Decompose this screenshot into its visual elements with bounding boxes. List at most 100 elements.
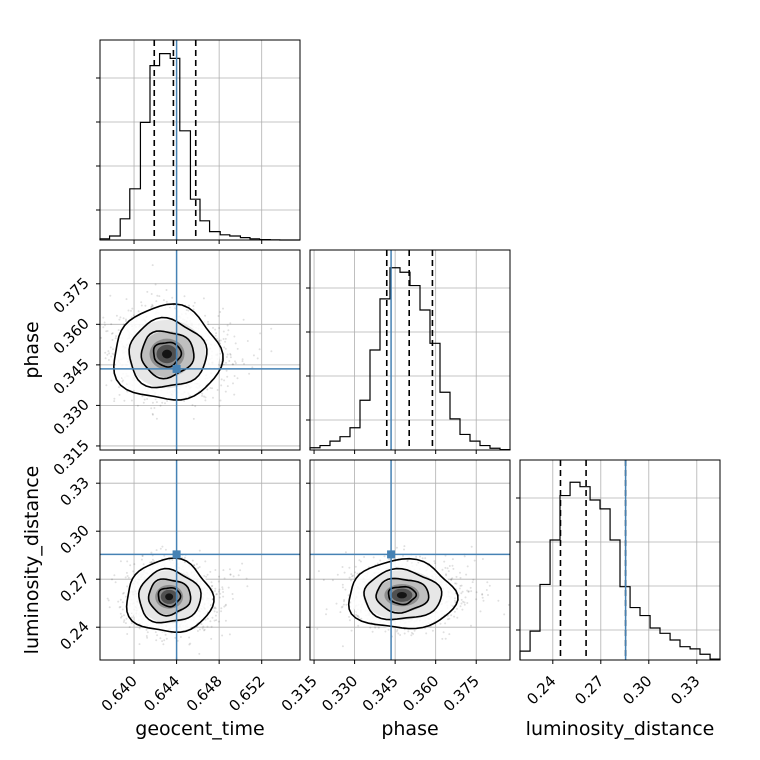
y-tick-label: 0.360 — [50, 314, 93, 357]
sample-point — [140, 301, 143, 304]
sample-point — [125, 298, 128, 301]
sample-point — [222, 338, 225, 340]
sample-point — [453, 597, 456, 600]
sample-point — [110, 355, 113, 358]
sample-point — [95, 372, 97, 374]
sample-point — [237, 574, 240, 577]
sample-point — [450, 614, 453, 617]
sample-point — [403, 545, 406, 548]
sample-point — [453, 599, 456, 602]
sample-point — [344, 588, 347, 591]
sample-point — [453, 615, 456, 618]
sample-point — [442, 631, 445, 634]
sample-point — [351, 575, 354, 578]
sample-point — [122, 592, 124, 595]
sample-point — [146, 398, 149, 400]
sample-point — [463, 601, 466, 604]
sample-point — [110, 323, 113, 326]
sample-point — [251, 366, 254, 369]
sample-point — [183, 561, 186, 564]
sample-point — [481, 593, 484, 595]
sample-point — [108, 352, 111, 355]
sample-point — [150, 551, 153, 554]
sample-point — [316, 627, 319, 630]
sample-point — [141, 554, 144, 557]
sample-point — [445, 574, 448, 577]
panel-hist-luminosity-distance — [516, 459, 721, 661]
sample-point — [155, 549, 158, 552]
x-tick-label: 0.640 — [98, 672, 141, 715]
sample-point — [340, 606, 343, 609]
sample-point — [198, 549, 201, 552]
sample-point — [219, 352, 222, 355]
contour-line — [387, 585, 418, 606]
sample-point — [222, 591, 225, 593]
sample-point — [445, 573, 447, 576]
truth-marker — [387, 550, 396, 559]
sample-point — [410, 631, 413, 634]
sample-point — [203, 629, 205, 632]
y-tick-label: 0.30 — [56, 521, 92, 557]
sample-point — [245, 577, 248, 580]
sample-point — [206, 625, 209, 628]
sample-point — [224, 347, 227, 350]
sample-point — [236, 347, 239, 350]
sample-point — [425, 632, 428, 635]
sample-point — [213, 619, 216, 622]
sample-point — [451, 577, 454, 580]
sample-point — [197, 567, 200, 569]
sample-point — [403, 548, 405, 551]
sample-point — [144, 304, 147, 307]
sample-point — [403, 632, 406, 635]
x-tick-label: 0.33 — [667, 672, 703, 708]
sample-point — [150, 407, 153, 410]
sample-point — [203, 575, 206, 577]
sample-point — [120, 615, 123, 618]
sample-point — [424, 557, 427, 560]
sample-point — [119, 605, 122, 608]
sample-point — [151, 304, 154, 307]
sample-point — [222, 330, 225, 333]
sample-point — [229, 356, 232, 359]
sample-point — [214, 590, 216, 592]
sample-point — [205, 575, 208, 578]
sample-point — [121, 608, 124, 611]
sample-point — [357, 624, 360, 627]
sample-point — [193, 301, 196, 304]
sample-point — [399, 634, 402, 636]
sample-point — [248, 372, 251, 375]
sample-point — [151, 413, 154, 416]
sample-point — [354, 565, 357, 568]
sample-point — [125, 320, 127, 323]
sample-point — [119, 560, 122, 563]
contour-line — [375, 577, 430, 614]
sample-point — [210, 637, 213, 640]
sample-point — [479, 610, 482, 613]
sample-point — [377, 626, 380, 629]
sample-point — [486, 581, 489, 584]
sample-point — [115, 314, 118, 317]
sample-point — [354, 571, 357, 574]
sample-point — [448, 565, 451, 567]
sample-point — [221, 588, 224, 591]
sample-point — [111, 578, 113, 581]
axes-frame — [519, 459, 721, 661]
sample-point — [100, 336, 103, 339]
sample-point — [150, 293, 153, 295]
sample-point — [218, 405, 221, 408]
sample-point — [142, 401, 145, 404]
sample-point — [444, 622, 447, 625]
axes-frame — [309, 459, 511, 661]
x-axis-label-luminosity-distance: luminosity_distance — [526, 718, 715, 740]
sample-point — [471, 581, 474, 584]
sample-point — [344, 551, 347, 554]
sample-point — [209, 387, 212, 389]
sample-point — [174, 636, 177, 639]
sample-point — [155, 300, 158, 303]
sample-point — [165, 289, 168, 291]
sample-point — [207, 323, 210, 326]
sample-point — [396, 629, 399, 631]
sample-point — [125, 318, 127, 321]
sample-point — [454, 582, 457, 585]
sample-point — [379, 559, 382, 562]
